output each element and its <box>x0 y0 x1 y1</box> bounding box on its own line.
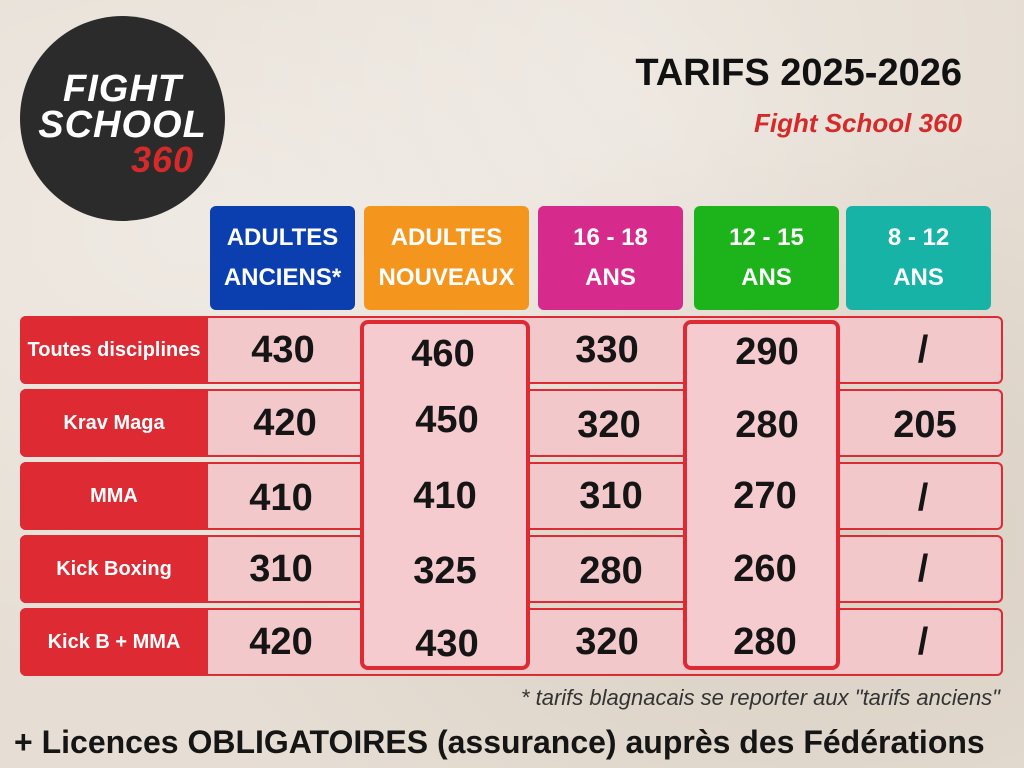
price-cell: 410 <box>249 476 313 519</box>
row-label-kick-boxing: Kick Boxing <box>20 535 208 603</box>
price-cell: 330 <box>575 328 639 371</box>
price-cell: 280 <box>733 620 797 663</box>
page-subtitle: Fight School 360 <box>753 108 962 138</box>
row-label-kick-b-mma: Kick B + MMA <box>20 608 208 676</box>
price-cell: 270 <box>733 474 797 517</box>
price-cell: 310 <box>579 474 643 517</box>
logo-line-2: SCHOOL <box>38 104 207 146</box>
price-cell: / <box>917 476 929 519</box>
column-header-line2: ANS <box>585 264 636 291</box>
price-cell: 280 <box>579 549 643 592</box>
price-cell: 410 <box>413 474 477 517</box>
price-cell: 320 <box>577 403 641 446</box>
price-cell: 290 <box>735 330 799 373</box>
column-header-adultes-nouveaux: ADULTES NOUVEAUX <box>364 206 529 310</box>
column-header-16-18: 16 - 18 ANS <box>538 206 683 310</box>
column-header-line1: 8 - 12 <box>887 224 950 251</box>
column-header-line1: ADULTES <box>226 224 339 251</box>
price-cell: 325 <box>413 549 477 592</box>
fight-school-logo: FIGHT SCHOOL 360 <box>20 16 225 221</box>
column-header-line2: NOUVEAUX <box>378 264 515 291</box>
price-cell: 260 <box>733 547 797 590</box>
row-label-krav-maga: Krav Maga <box>20 389 208 457</box>
logo-line-3: 360 <box>130 139 195 180</box>
price-cell: 310 <box>249 547 313 590</box>
column-header-line1: ADULTES <box>390 224 503 251</box>
page-title: TARIFS 2025-2026 <box>635 52 962 94</box>
price-cell: 420 <box>249 620 313 663</box>
column-header-8-12: 8 - 12 ANS <box>846 206 991 310</box>
license-notice: + Licences OBLIGATOIRES (assurance) aupr… <box>14 724 985 760</box>
price-cell: / <box>917 547 929 590</box>
12-15-column-highlight <box>683 320 840 670</box>
price-cell: 430 <box>251 328 315 371</box>
price-cell: 420 <box>253 401 317 444</box>
column-header-line2: ANCIENS* <box>223 264 342 291</box>
adultes-nouveaux-column-highlight <box>360 320 530 670</box>
footnote: * tarifs blagnacais se reporter aux "tar… <box>520 685 1000 710</box>
logo-line-1: FIGHT <box>63 68 182 110</box>
column-header-line1: 16 - 18 <box>573 224 648 251</box>
price-cell: 430 <box>415 622 479 665</box>
column-header-line1: 12 - 15 <box>729 224 804 251</box>
row-label-toutes-disciplines: Toutes disciplines <box>20 316 208 384</box>
column-header-12-15: 12 - 15 ANS <box>694 206 839 310</box>
column-header-line2: ANS <box>893 264 944 291</box>
price-cell: 460 <box>411 332 475 375</box>
price-cell: 280 <box>735 403 799 446</box>
price-cell: 205 <box>893 403 957 446</box>
price-cell: / <box>917 620 929 663</box>
price-cell: 320 <box>575 620 639 663</box>
row-label-mma: MMA <box>20 462 208 530</box>
column-header-line2: ANS <box>741 264 792 291</box>
column-header-adultes-anciens: ADULTES ANCIENS* <box>210 206 355 310</box>
price-cell: 450 <box>415 398 479 441</box>
price-cell: / <box>917 328 929 371</box>
